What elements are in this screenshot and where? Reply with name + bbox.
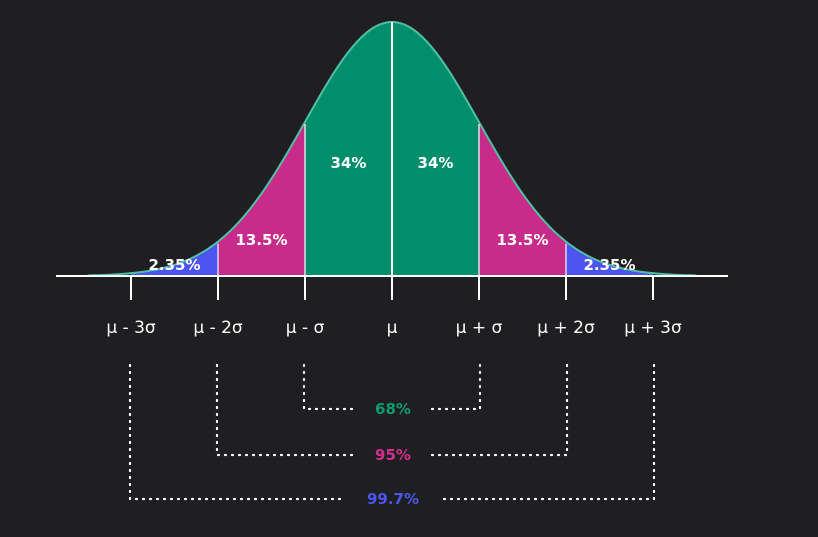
region-3 <box>305 22 392 276</box>
region-label: 34% <box>331 154 367 172</box>
bracket-label: 68% <box>375 400 411 418</box>
bracket-right <box>440 363 656 501</box>
region-4 <box>392 22 479 276</box>
x-tick-label: μ + σ <box>456 318 503 338</box>
region-6 <box>566 241 653 276</box>
x-tick-label: μ + 2σ <box>537 318 595 338</box>
bracket-group: 68% 95% 99.7% <box>128 363 656 508</box>
region-label: 2.35% <box>583 256 635 274</box>
bracket-label: 99.7% <box>367 490 419 508</box>
x-tick-label: μ - σ <box>286 318 325 338</box>
x-tick-label: μ - 2σ <box>193 318 243 338</box>
region-label: 13.5% <box>496 231 548 249</box>
sigma-divider-group <box>217 22 567 276</box>
region-label-group: 2.35% 13.5% 34% 34% 13.5% 2.35% <box>148 154 635 274</box>
region-label: 2.35% <box>148 256 200 274</box>
x-tick-label: μ + 3σ <box>624 318 682 338</box>
bracket-right <box>429 363 569 457</box>
region-label: 34% <box>418 154 454 172</box>
x-tick-label: μ <box>387 318 398 338</box>
tick-group: μ - 3σ μ - 2σ μ - σ μ μ + σ μ + 2σ μ + 3σ <box>106 276 682 338</box>
x-tick-label: μ - 3σ <box>106 318 156 338</box>
bracket-label: 95% <box>375 446 411 464</box>
bracket-left <box>215 363 355 457</box>
bracket-right <box>429 363 482 411</box>
bracket-left <box>128 363 344 501</box>
bracket-left <box>302 363 355 411</box>
region-label: 13.5% <box>235 231 287 249</box>
region-1 <box>131 241 218 276</box>
